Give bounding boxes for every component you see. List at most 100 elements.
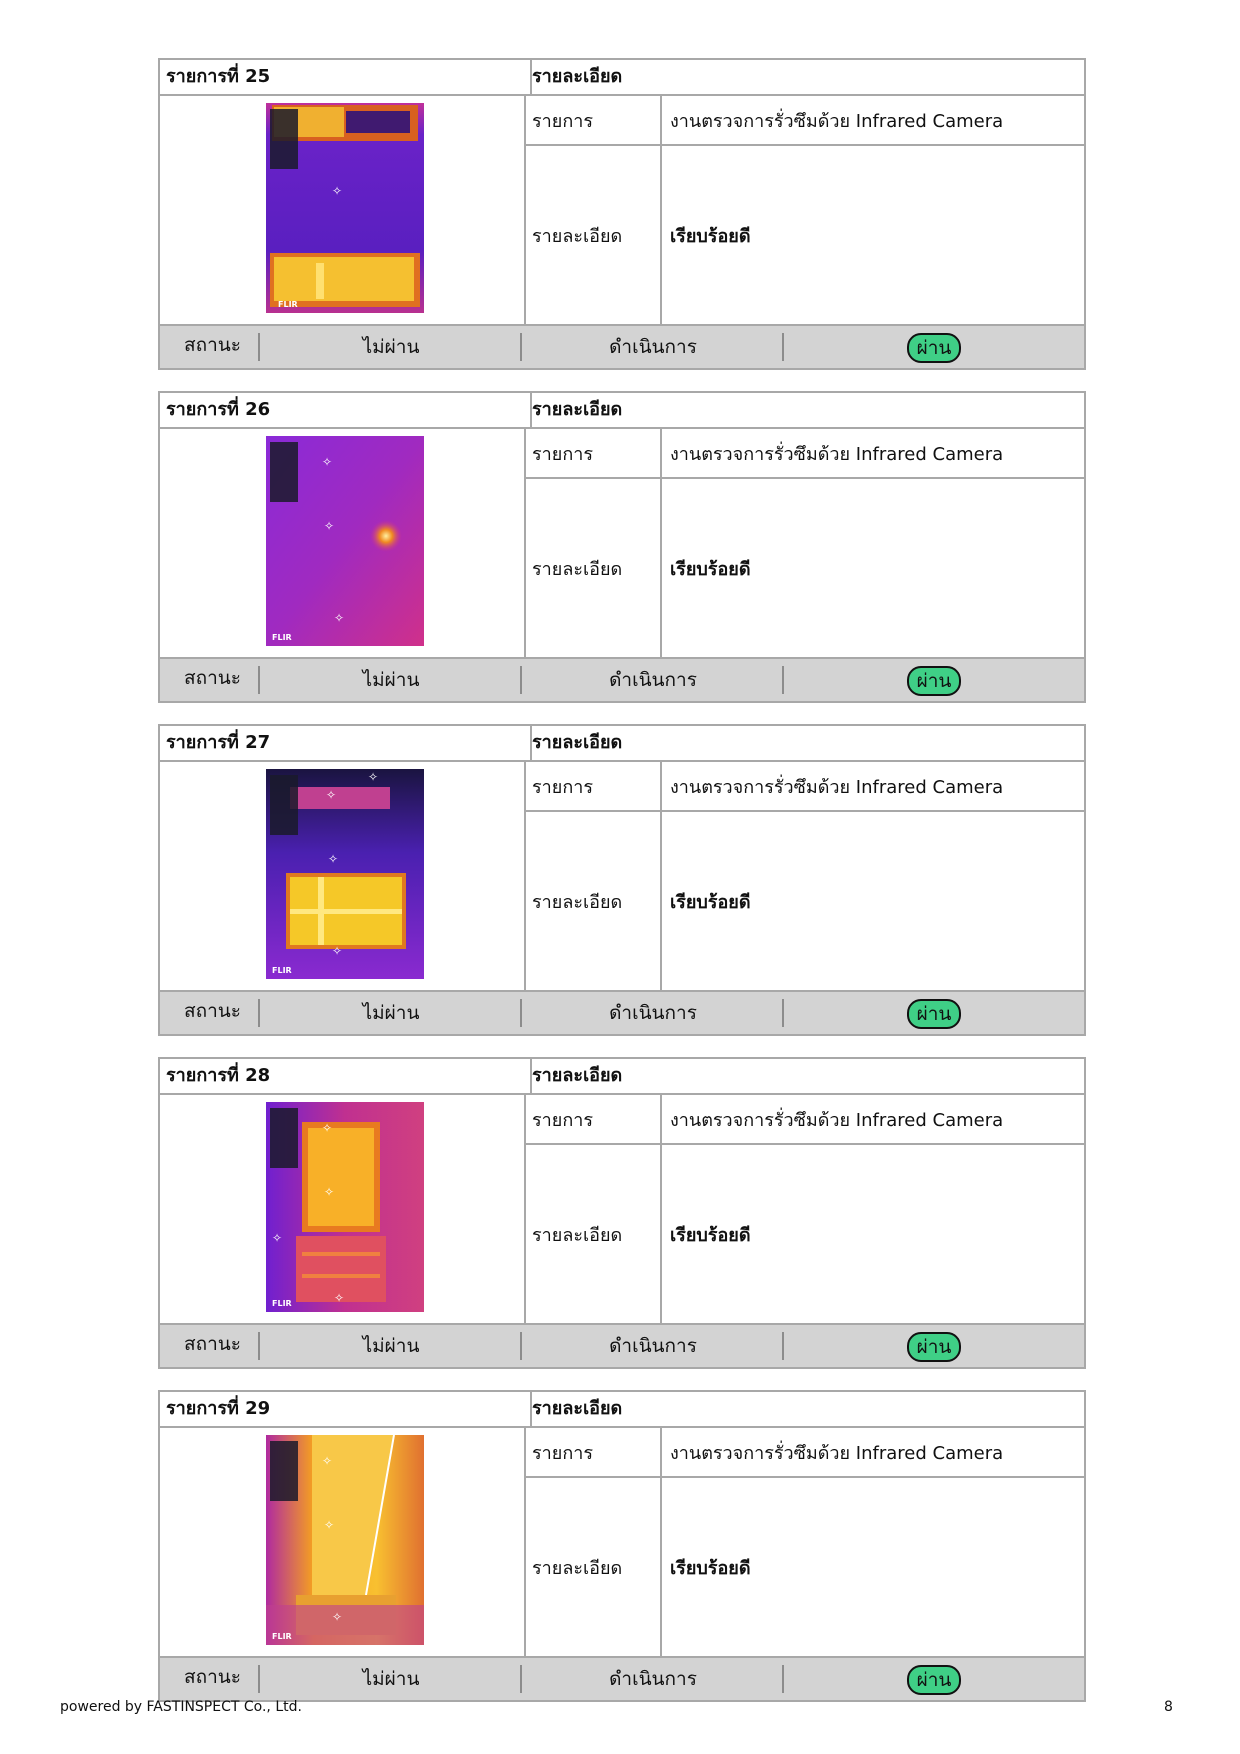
status-label: สถานะ: [184, 1333, 241, 1355]
item-value: งานตรวจการรั่วซึมด้วย Infrared Camera: [670, 443, 1004, 465]
detail-label: รายละเอียด: [526, 1478, 662, 1656]
status-in-progress-option[interactable]: ดำเนินการ: [609, 1002, 697, 1024]
item-body: ✧ ✧ ✧ FLIR รายการ งานตรวจการรั่วซึมด้วย …: [160, 1428, 1084, 1658]
detail-row: รายละเอียด เรียบร้อยดี: [526, 1145, 1084, 1323]
status-pass-option[interactable]: ผ่าน: [784, 659, 1084, 701]
flir-logo: FLIR: [272, 633, 292, 642]
item-title: รายการที่ 25: [160, 60, 532, 94]
item-title: รายการที่ 26: [160, 393, 532, 427]
item-title: รายการที่ 28: [160, 1059, 532, 1093]
detail-value: เรียบร้อยดี: [670, 225, 751, 247]
status-bar: สถานะ ไม่ผ่าน ดำเนินการ ผ่าน: [160, 659, 1084, 701]
image-cell: ✧ ✧ ✧ FLIR: [160, 429, 526, 657]
item-label: รายการ: [526, 96, 662, 144]
divider: [782, 1665, 784, 1693]
status-fail-option[interactable]: ไม่ผ่าน: [362, 336, 420, 358]
status-bar: สถานะ ไม่ผ่าน ดำเนินการ ผ่าน: [160, 1658, 1084, 1700]
item-value: งานตรวจการรั่วซึมด้วย Infrared Camera: [670, 1109, 1004, 1131]
status-fail-option[interactable]: ไม่ผ่าน: [362, 1335, 420, 1357]
item-body: ✧ ✧ ✧ FLIR รายการ งานตรวจการรั่วซึมด้วย …: [160, 429, 1084, 659]
footer-powered-by: powered by FASTINSPECT Co., Ltd.: [60, 1699, 302, 1715]
item-header: รายการที่ 25 รายละเอียด: [160, 60, 1084, 96]
image-cell: ✧ ✧ ✧ FLIR: [160, 1428, 526, 1656]
thermal-image[interactable]: ✧ ✧ ✧ ✧ FLIR: [266, 1102, 424, 1312]
svg-text:✧: ✧: [322, 1454, 332, 1468]
detail-value: เรียบร้อยดี: [670, 891, 751, 913]
divider: [520, 1332, 522, 1360]
status-pass-option[interactable]: ผ่าน: [784, 992, 1084, 1034]
status-fail-option[interactable]: ไม่ผ่าน: [362, 1668, 420, 1690]
detail-value: เรียบร้อยดี: [670, 558, 751, 580]
status-pass-option[interactable]: ผ่าน: [784, 1658, 1084, 1700]
inspection-item-28: รายการที่ 28 รายละเอียด: [158, 1057, 1086, 1369]
svg-text:✧: ✧: [322, 1121, 332, 1135]
item-row: รายการ งานตรวจการรั่วซึมด้วย Infrared Ca…: [526, 1095, 1084, 1145]
item-value: งานตรวจการรั่วซึมด้วย Infrared Camera: [670, 776, 1004, 798]
divider: [520, 666, 522, 694]
svg-text:✧: ✧: [334, 611, 344, 625]
status-label: สถานะ: [184, 667, 241, 689]
status-pass-pill[interactable]: ผ่าน: [906, 999, 962, 1029]
status-fail-option[interactable]: ไม่ผ่าน: [362, 1002, 420, 1024]
status-pass-pill[interactable]: ผ่าน: [906, 666, 962, 696]
detail-header: รายละเอียด: [532, 1398, 623, 1419]
item-row: รายการ งานตรวจการรั่วซึมด้วย Infrared Ca…: [526, 429, 1084, 479]
detail-header: รายละเอียด: [532, 399, 623, 420]
detail-header: รายละเอียด: [532, 1065, 623, 1086]
item-row: รายการ งานตรวจการรั่วซึมด้วย Infrared Ca…: [526, 762, 1084, 812]
thermal-image[interactable]: ✧ FLIR: [266, 103, 424, 313]
item-header: รายการที่ 26 รายละเอียด: [160, 393, 1084, 429]
thermal-image[interactable]: ✧ ✧ ✧ FLIR: [266, 436, 424, 646]
svg-text:✧: ✧: [324, 519, 334, 533]
page-number: 8: [1164, 1699, 1173, 1715]
svg-text:✧: ✧: [368, 770, 378, 784]
status-pass-pill[interactable]: ผ่าน: [906, 1665, 962, 1695]
item-row: รายการ งานตรวจการรั่วซึมด้วย Infrared Ca…: [526, 1428, 1084, 1478]
detail-label: รายละเอียด: [526, 812, 662, 990]
status-pass-pill[interactable]: ผ่าน: [906, 333, 962, 363]
detail-header: รายละเอียด: [532, 66, 623, 87]
status-in-progress-option[interactable]: ดำเนินการ: [609, 1668, 697, 1690]
item-row: รายการ งานตรวจการรั่วซึมด้วย Infrared Ca…: [526, 96, 1084, 146]
item-body: ✧ FLIR รายการ งานตรวจการรั่วซึมด้วย Infr…: [160, 96, 1084, 326]
item-body: ✧ ✧ ✧ ✧ FLIR รายการ งานตรวจการรั่วซึมด้ว…: [160, 762, 1084, 992]
svg-text:✧: ✧: [328, 852, 338, 866]
divider: [782, 999, 784, 1027]
svg-text:✧: ✧: [326, 788, 336, 802]
divider: [258, 333, 260, 361]
flir-logo: FLIR: [272, 966, 292, 975]
divider: [782, 666, 784, 694]
svg-text:✧: ✧: [324, 1185, 334, 1199]
status-pass-pill[interactable]: ผ่าน: [906, 1332, 962, 1362]
divider: [520, 999, 522, 1027]
inspection-item-27: รายการที่ 27 รายละเอียด: [158, 724, 1086, 1036]
flir-logo: FLIR: [278, 300, 298, 309]
item-header: รายการที่ 29 รายละเอียด: [160, 1392, 1084, 1428]
thermal-image[interactable]: ✧ ✧ ✧ FLIR: [266, 1435, 424, 1645]
detail-row: รายละเอียด เรียบร้อยดี: [526, 1478, 1084, 1656]
detail-label: รายละเอียด: [526, 1145, 662, 1323]
item-value: งานตรวจการรั่วซึมด้วย Infrared Camera: [670, 110, 1004, 132]
svg-text:✧: ✧: [322, 455, 332, 469]
divider: [258, 666, 260, 694]
detail-label: รายละเอียด: [526, 146, 662, 324]
status-pass-option[interactable]: ผ่าน: [784, 326, 1084, 368]
item-label: รายการ: [526, 429, 662, 477]
status-in-progress-option[interactable]: ดำเนินการ: [609, 1335, 697, 1357]
divider: [258, 1332, 260, 1360]
status-fail-option[interactable]: ไม่ผ่าน: [362, 669, 420, 691]
status-in-progress-option[interactable]: ดำเนินการ: [609, 336, 697, 358]
status-label: สถานะ: [184, 1666, 241, 1688]
detail-row: รายละเอียด เรียบร้อยดี: [526, 812, 1084, 990]
inspection-item-29: รายการที่ 29 รายละเอียด: [158, 1390, 1086, 1702]
divider: [520, 333, 522, 361]
detail-label: รายละเอียด: [526, 479, 662, 657]
detail-header: รายละเอียด: [532, 732, 623, 753]
status-pass-option[interactable]: ผ่าน: [784, 1325, 1084, 1367]
item-label: รายการ: [526, 762, 662, 810]
status-in-progress-option[interactable]: ดำเนินการ: [609, 669, 697, 691]
thermal-image[interactable]: ✧ ✧ ✧ ✧ FLIR: [266, 769, 424, 979]
image-cell: ✧ ✧ ✧ ✧ FLIR: [160, 762, 526, 990]
divider: [520, 1665, 522, 1693]
svg-text:✧: ✧: [332, 184, 342, 198]
